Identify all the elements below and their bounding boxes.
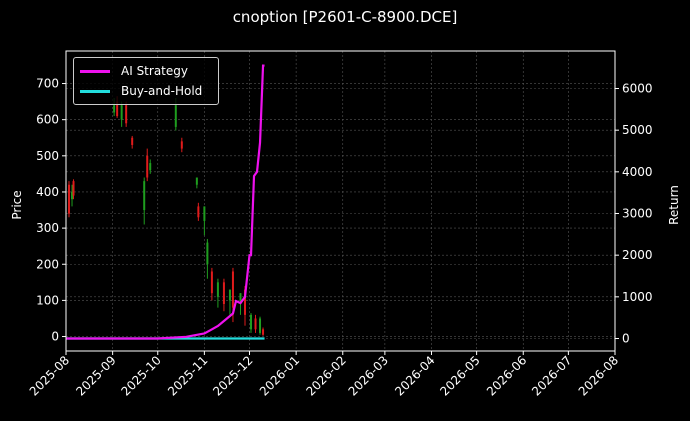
candle-body: [231, 271, 234, 308]
candle-body: [120, 105, 123, 120]
x-tick-label: 2026-04: [392, 353, 437, 398]
y-axis-right: 0 1000 2000 3000 4000 5000 6000: [615, 82, 653, 346]
y-left-tick-label: 600: [36, 113, 59, 127]
candle-body: [143, 181, 146, 211]
candle-body: [116, 101, 119, 117]
candle-body: [195, 177, 198, 185]
candle-body: [72, 181, 75, 196]
x-tick-label: 2026-02: [304, 353, 349, 398]
x-tick-label: 2026-03: [346, 353, 391, 398]
candle-body: [146, 155, 149, 178]
candle-body: [197, 206, 200, 218]
y-left-tick-label: 400: [36, 185, 59, 199]
candle-body: [131, 137, 134, 145]
x-tick-label: 2025-08: [27, 353, 72, 398]
series-line-ai-strategy: [66, 64, 265, 340]
x-tick-label: 2026-05: [437, 353, 482, 398]
candle-body: [125, 105, 128, 124]
legend-item-buy-and-hold: Buy-and-Hold: [80, 81, 202, 101]
y-axis-right-label: Return: [667, 185, 681, 225]
y-axis-left-label: Price: [10, 190, 24, 219]
y-right-tick-label: 1000: [622, 290, 653, 304]
candle-body: [149, 163, 152, 171]
y-left-tick-label: 200: [36, 257, 59, 271]
y-right-tick-label: 6000: [622, 82, 653, 96]
candle-body: [71, 191, 74, 200]
x-tick-label: 2026-07: [529, 353, 574, 398]
y-axis-left: 0 100 200 300 400 500 600 700: [36, 77, 66, 344]
x-tick-label: 2025-10: [119, 353, 164, 398]
candle-body: [228, 289, 231, 301]
y-left-tick-label: 500: [36, 149, 59, 163]
candle-body: [262, 329, 265, 335]
candle-body: [254, 318, 257, 330]
candle-body: [250, 314, 253, 330]
x-tick-label: 2025-12: [210, 353, 255, 398]
legend-swatch-buy-and-hold: [80, 89, 110, 93]
x-axis: 2025-08 2025-09 2025-10 2025-11 2025-12 2026-…: [27, 351, 621, 399]
chart-title: cnoption [P2601-C-8900.DCE]: [232, 8, 458, 26]
y-right-tick-label: 3000: [622, 207, 653, 221]
candle-body: [210, 271, 213, 294]
candle-body: [174, 105, 177, 127]
candle-body: [180, 141, 183, 149]
y-left-tick-label: 700: [36, 77, 59, 91]
candle-body: [239, 293, 242, 301]
candle-body: [222, 282, 225, 305]
candlesticks: [68, 96, 265, 336]
candle-body: [203, 206, 206, 221]
y-right-tick-label: 4000: [622, 165, 653, 179]
candle-body: [113, 105, 116, 113]
x-tick-label: 2025-11: [165, 353, 210, 398]
y-left-tick-label: 100: [36, 293, 59, 307]
plot-frame: [65, 50, 616, 352]
candle-body: [68, 184, 71, 214]
x-tick-label: 2025-09: [73, 353, 118, 398]
x-tick-label: 2026-08: [576, 353, 621, 398]
candle-body: [216, 282, 219, 297]
y-right-tick-label: 0: [622, 332, 630, 346]
y-right-tick-label: 5000: [622, 123, 653, 137]
y-right-tick-label: 2000: [622, 248, 653, 262]
legend-label: AI Strategy: [121, 64, 188, 78]
series-lines: [66, 64, 265, 340]
candle-body: [259, 318, 262, 333]
y-left-tick-label: 0: [51, 330, 59, 344]
legend-item-ai-strategy: AI Strategy: [80, 61, 188, 81]
candle-body: [243, 289, 246, 315]
y-left-tick-label: 300: [36, 221, 59, 235]
legend-label: Buy-and-Hold: [121, 84, 203, 98]
x-tick-label: 2026-06: [484, 353, 529, 398]
legend-swatch-ai-strategy: [80, 69, 110, 73]
x-tick-label: 2026-01: [257, 353, 302, 398]
candle-body: [206, 242, 209, 265]
legend: AI Strategy Buy-and-Hold: [73, 57, 219, 105]
